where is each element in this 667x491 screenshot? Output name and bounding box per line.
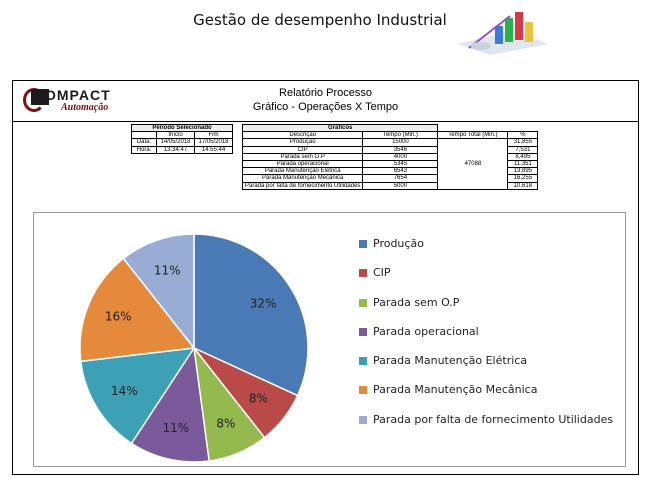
legend-item: Parada sem O.P [359,296,613,325]
report-header: OMPACT Automação Relatório Processo Gráf… [13,81,638,122]
period-col-1: Início [156,131,195,140]
period-cell: Data: [131,138,157,147]
legend-label: Parada por falta de fornecimento Utilida… [373,412,614,426]
period-table: Período Selecionado Início Fim Data: 14/… [131,123,233,154]
legend-label: Parada Manutenção Mecânica [373,383,538,397]
graph-cell: Parada Manutenção Mecânica [241,174,364,183]
graph-col-1: Tempo (Min.) [362,131,439,140]
legend-label: Produção [373,237,424,250]
logo-sub: Automação [61,102,109,113]
pie-slice-label: 8% [216,417,235,431]
pie-slice-label: 16% [105,310,132,324]
graph-cell: Parada por falta de fornecimento Utilida… [241,181,364,190]
graph-cell: Parada Manutenção Elétrica [241,167,364,176]
chart-thumbnail-icon [457,12,548,55]
pie-slice [122,233,195,351]
company-logo: OMPACT Automação [23,86,135,116]
logo-word: OMPACT [45,87,111,103]
pie-slice-label: 14% [111,384,138,398]
period-col-2: Fim [194,131,233,140]
legend-swatch [359,269,367,278]
pie-slice [193,233,309,397]
period-cell: 14:55:44 [194,145,233,154]
pie-slice [79,347,196,445]
pie-slice-label: 8% [249,392,268,406]
graph-cell: CIP [241,145,364,154]
slide-title: Gestão de desempenho Industrial [193,11,447,29]
period-col-0 [131,131,157,140]
graph-cell: 4000 [362,152,439,162]
graph-cell: Produção [241,138,364,147]
period-table-header: Período Selecionado [131,123,233,133]
pie-slice-label: 11% [162,421,189,435]
chart-legend: Produção CIP Parada sem O.P Parada operacio… [359,237,613,442]
period-cell: 13:34:47 [156,145,195,154]
graph-cell: 16,255 [507,174,539,183]
graph-cell: 8,495 [507,152,539,162]
graph-cell: 5345 [362,160,439,169]
graph-col-0: Descrição [241,131,364,140]
pie-slice [79,257,196,363]
pie-slice [130,345,210,463]
graph-col-3: % [507,131,539,140]
legend-label: Parada operacional [373,324,479,338]
graph-cell: 7654 [362,174,439,183]
graph-cell: 15000 [362,138,439,147]
graph-cell: 31,855 [507,138,539,147]
graph-cell: Parada operacional [241,160,364,169]
graph-cell: 7,531 [507,145,539,154]
pie-chart: 32% 8% 8% 11% 14% 16% 11% [79,233,309,463]
period-cell: 17/05/2018 [194,138,233,147]
pie-chart-panel: 32% 8% 8% 11% 14% 16% 11% Produção CIP Parada se… [33,212,626,467]
logo-c-block [31,89,49,105]
legend-item: Produção [359,237,613,266]
graph-table-header: Gráficos [241,123,439,133]
legend-swatch [359,415,367,424]
legend-item: Parada Manutenção Elétrica [359,354,613,383]
graph-cell: 6543 [362,167,439,176]
graph-cell: 11,351 [507,160,539,169]
graph-cell: 3546 [362,145,439,154]
legend-item: Parada Manutenção Mecânica [359,383,613,412]
legend-swatch [359,298,367,307]
legend-label: Parada sem O.P [373,295,460,309]
graph-table: Gráficos Descrição Tempo (Min.) Tempo To… [241,123,539,190]
graph-total-cell: 47088 [437,138,509,190]
pie-slice-label: 11% [154,264,181,278]
graph-cell: 13,895 [507,167,539,176]
report-subtitle: Gráfico - Operações X Tempo [252,101,399,113]
legend-swatch [359,357,367,366]
report-title: Relatório Processo [279,87,372,99]
legend-label: CIP [373,266,391,280]
pie-slice-label: 32% [250,297,277,311]
legend-swatch [359,386,367,395]
legend-swatch [359,327,367,336]
legend-item: Parada por falta de fornecimento Utilida… [359,413,613,442]
legend-item: Parada operacional [359,325,613,354]
report-panel: OMPACT Automação Relatório Processo Gráf… [12,80,639,475]
legend-item: CIP [359,266,613,295]
graph-cell: 10,618 [507,181,539,190]
graph-col-2: Tempo Total (Min.) [437,131,509,140]
graph-cell: Parada sem O.P [241,152,364,162]
period-cell: Hora: [131,145,157,154]
legend-label: Parada Manutenção Elétrica [373,354,528,368]
period-cell: 14/05/2018 [156,138,195,147]
graph-cell: 5000 [362,181,439,190]
legend-swatch [359,240,367,248]
